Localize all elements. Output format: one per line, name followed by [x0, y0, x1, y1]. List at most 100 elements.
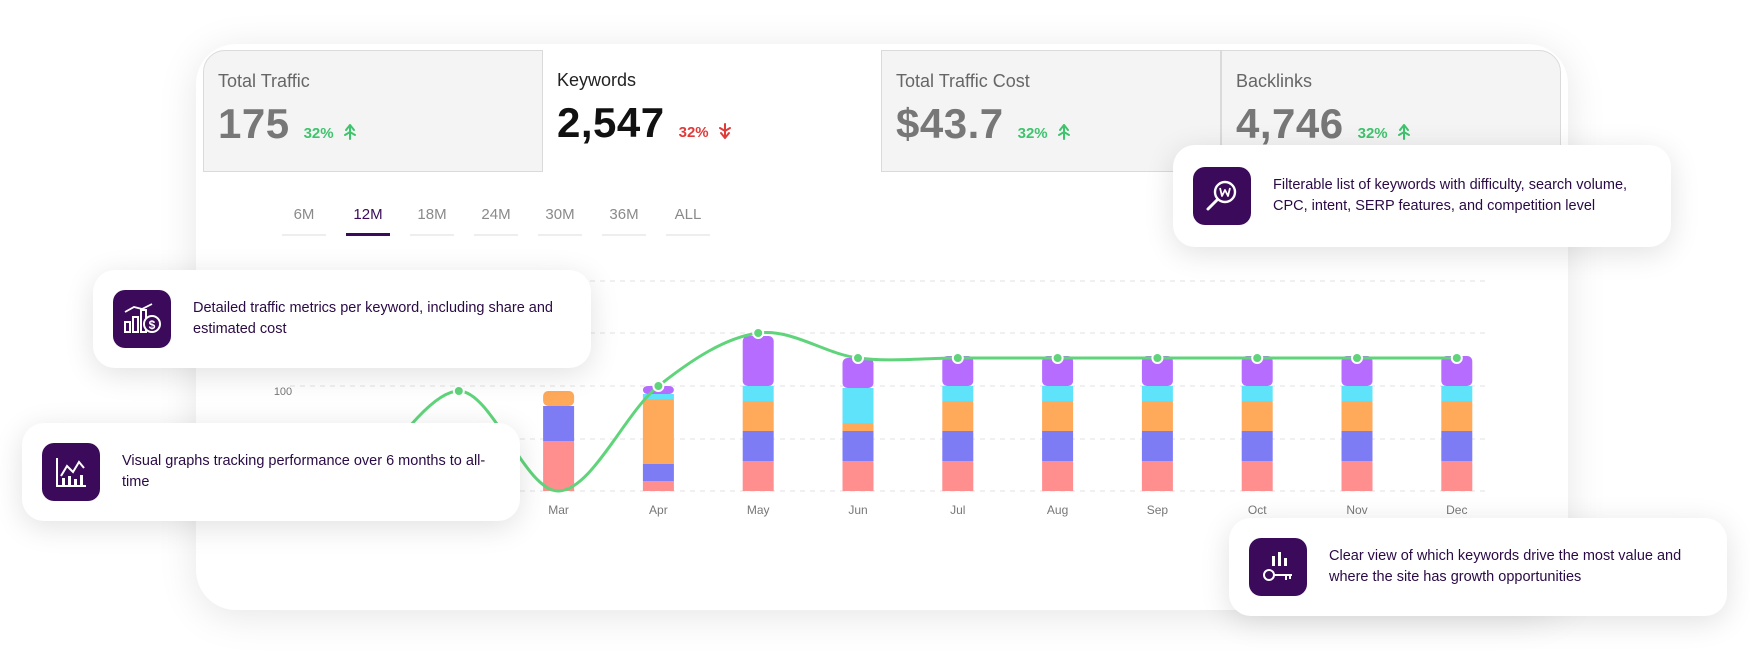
stat-value: 175: [218, 100, 290, 147]
bar-segment: [1241, 356, 1273, 386]
feature-card-text: Visual graphs tracking performance over …: [122, 453, 486, 490]
bar-segment: [1241, 386, 1273, 401]
bar-segment: [1042, 386, 1074, 401]
bar-segment: [1441, 356, 1473, 386]
y-tick-label: 100: [274, 386, 292, 398]
stat-label: Total Traffic: [218, 71, 310, 91]
stat-value: 4,746: [1236, 100, 1344, 147]
stat-label: Backlinks: [1236, 71, 1313, 91]
bar-segment: [1441, 386, 1473, 401]
bar-segment: [642, 464, 674, 481]
bar-segment: [1441, 401, 1473, 431]
bar-segment: [1341, 401, 1373, 431]
bar-segment: [1241, 431, 1273, 461]
bar-segment: [1241, 401, 1273, 431]
trend-up-icon: [1057, 124, 1070, 140]
month-label: Mar: [548, 503, 569, 517]
bar-segment: [942, 356, 974, 386]
trend-point: [652, 380, 665, 392]
stats-row: Total Traffic 175 32% Keywords 2,547 32%…: [203, 50, 1561, 172]
tab-36m[interactable]: 36M: [602, 200, 646, 236]
stat-label: Total Traffic Cost: [896, 71, 1030, 91]
feature-card-value-view: Clear view of which keywords drive the m…: [1229, 518, 1727, 616]
trend-point: [1450, 352, 1463, 364]
bar-segment: [742, 386, 774, 401]
feature-card-keywords-list: Filterable list of keywords with difficu…: [1173, 145, 1671, 247]
bar-segment: [742, 401, 774, 431]
trend-point: [752, 327, 765, 339]
bar-segment: [942, 461, 974, 491]
month-label: Nov: [1346, 503, 1367, 517]
bar-segment: [1441, 461, 1473, 491]
bar-segment: [742, 461, 774, 491]
stat-value: 2,547: [557, 99, 665, 146]
bar-segment: [543, 406, 575, 441]
trend-point: [852, 352, 864, 364]
bar-segment: [1141, 431, 1173, 461]
stat-value: $43.7: [896, 100, 1004, 147]
trend-point: [1351, 352, 1363, 364]
trend-point: [452, 385, 465, 397]
trend-point: [951, 352, 964, 364]
month-label: Jun: [848, 503, 867, 517]
month-label: Dec: [1446, 503, 1467, 517]
tab-30m[interactable]: 30M: [538, 200, 582, 236]
stat-delta: 32%: [1357, 125, 1388, 142]
bar-segment: [942, 401, 974, 431]
trend-up-icon: [1397, 124, 1410, 140]
bar-segment: [942, 431, 974, 461]
trend-point: [1251, 352, 1264, 364]
bar-segment: [1042, 461, 1074, 491]
feature-card-text: Clear view of which keywords drive the m…: [1329, 548, 1682, 585]
trend-up-icon: [343, 124, 356, 140]
bar-segment: [543, 441, 575, 491]
month-label: Aug: [1047, 503, 1068, 517]
tab-all[interactable]: ALL: [666, 200, 710, 236]
feature-card-text: Filterable list of keywords with difficu…: [1273, 177, 1628, 214]
month-label: Oct: [1248, 503, 1267, 517]
bar-segment: [1141, 386, 1173, 401]
stat-total-traffic-cost[interactable]: Total Traffic Cost $43.7 32%: [881, 50, 1221, 172]
feature-card-text: Detailed traffic metrics per keyword, in…: [193, 300, 553, 337]
trend-point: [1151, 352, 1164, 364]
bar-segment: [742, 431, 774, 461]
month-label: Apr: [649, 503, 668, 517]
trend-point: [1051, 352, 1064, 364]
bar-segment: [642, 481, 674, 491]
feature-card-traffic-metrics: $ Detailed traffic metrics per keyword, …: [93, 270, 591, 368]
bar-segment: [1341, 386, 1373, 401]
tab-18m[interactable]: 18M: [410, 200, 454, 236]
bar-segment: [1141, 356, 1173, 386]
line-graph-icon: [42, 443, 100, 501]
bar-segment: [1141, 401, 1173, 431]
bar-segment: [1341, 356, 1373, 386]
bar-segment: [1341, 461, 1373, 491]
bar-segment: [842, 431, 874, 461]
bar-segment: [1341, 431, 1373, 461]
bar-segment: [543, 391, 575, 406]
bar-segment: [842, 461, 874, 491]
bar-segment: [742, 336, 774, 386]
tab-24m[interactable]: 24M: [474, 200, 518, 236]
bar-segment: [642, 394, 674, 399]
stat-total-traffic[interactable]: Total Traffic 175 32%: [203, 50, 543, 172]
bar-segment: [1042, 356, 1074, 386]
range-tabs: 6M 12M 18M 24M 30M 36M ALL: [282, 200, 730, 236]
month-label: May: [747, 503, 770, 517]
traffic-cost-icon: $: [113, 290, 171, 348]
tab-12m[interactable]: 12M: [346, 200, 390, 236]
bar-segment: [1141, 461, 1173, 491]
search-keyword-icon: [1193, 167, 1251, 225]
bar-segment: [1241, 461, 1273, 491]
stat-delta: 32%: [1017, 125, 1048, 142]
trend-down-icon: [718, 123, 731, 139]
bar-segment: [842, 423, 874, 431]
bar-segment: [1042, 401, 1074, 431]
bar-segment: [642, 399, 674, 464]
tab-6m[interactable]: 6M: [282, 200, 326, 236]
stat-keywords[interactable]: Keywords 2,547 32%: [543, 50, 881, 172]
bar-segment: [1042, 431, 1074, 461]
key-chart-icon: [1249, 538, 1307, 596]
stat-delta: 32%: [303, 125, 334, 142]
